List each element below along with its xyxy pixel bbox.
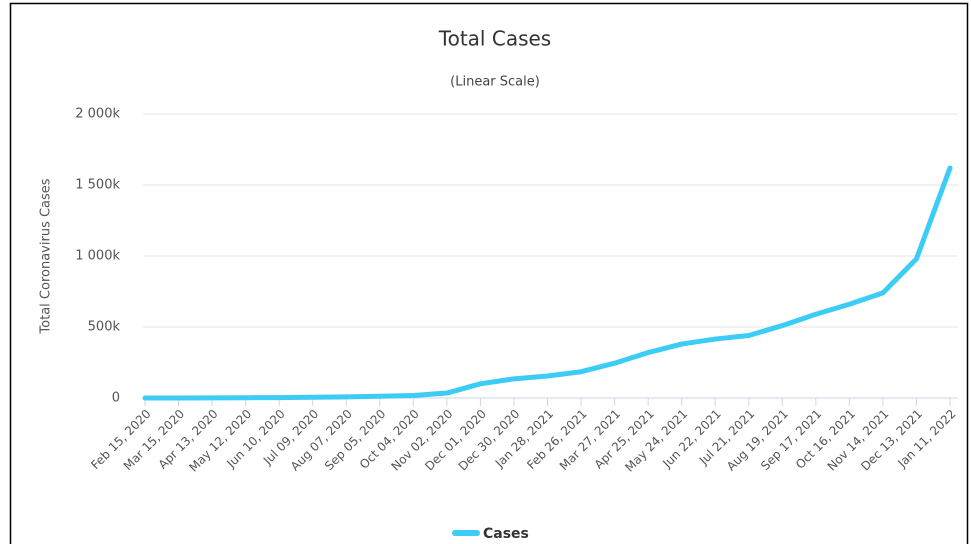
y-tick-label: 0 <box>112 391 120 406</box>
chart-subtitle: (Linear Scale) <box>450 75 540 90</box>
chart-title: Total Cases <box>438 27 551 51</box>
data-line <box>142 165 953 401</box>
legend-label: Cases <box>483 526 529 542</box>
y-axis-title: Total Coronavirus Cases <box>39 178 54 334</box>
y-tick-label: 2 000k <box>75 107 120 122</box>
y-tick-label: 1 500k <box>75 178 120 193</box>
y-tick-label: 500k <box>88 320 121 335</box>
y-tick-label: 1 000k <box>75 249 120 264</box>
chart-frame <box>9 2 969 544</box>
